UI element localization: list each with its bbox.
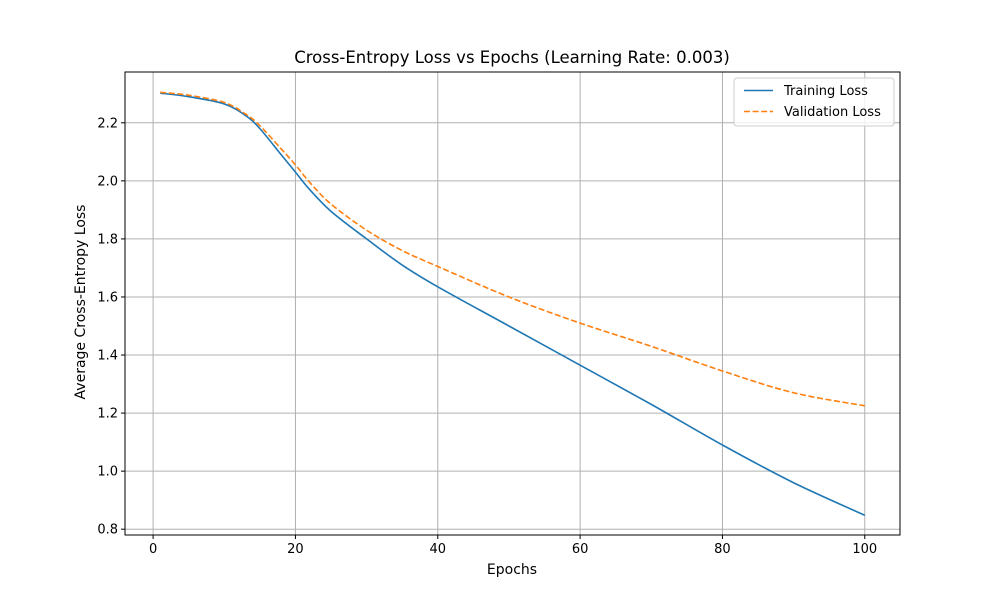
y-tick-label: 1.6 <box>97 290 118 305</box>
legend-label: Training Loss <box>783 84 868 99</box>
axis-ticks: 0 20 40 60 80 100 0.8 1.0 1.2 1.4 1.6 1.8 2.0 2.2 <box>97 116 877 557</box>
legend-label: Validation Loss <box>784 105 881 120</box>
legend-frame <box>733 77 895 127</box>
x-tick-label: 40 <box>430 542 447 557</box>
x-tick-label: 80 <box>714 542 731 557</box>
y-tick-label: 2.0 <box>97 174 118 189</box>
series-line-validation-loss <box>160 91 865 407</box>
x-tick-label: 0 <box>149 542 157 557</box>
y-tick-label: 1.4 <box>97 349 118 364</box>
chart-title: Cross-Entropy Loss vs Epochs (Learning R… <box>294 48 730 67</box>
y-axis-label: Average Cross-Entropy Loss <box>73 205 89 400</box>
y-tick-label: 1.0 <box>97 465 118 480</box>
x-tick-label: 60 <box>572 542 589 557</box>
y-tick-label: 1.2 <box>97 407 118 422</box>
x-axis-label: Epochs <box>487 562 537 578</box>
series-line-training-loss <box>160 92 866 516</box>
legend: Training Loss Validation Loss <box>733 77 895 127</box>
series-lines <box>160 91 866 516</box>
y-tick-label: 0.8 <box>97 523 118 538</box>
y-tick-label: 1.8 <box>97 232 118 247</box>
plot-frame <box>124 71 901 536</box>
x-tick-label: 20 <box>287 542 304 557</box>
x-tick-label: 100 <box>852 542 877 557</box>
y-tick-label: 2.2 <box>97 116 118 131</box>
grid-lines <box>125 72 900 535</box>
